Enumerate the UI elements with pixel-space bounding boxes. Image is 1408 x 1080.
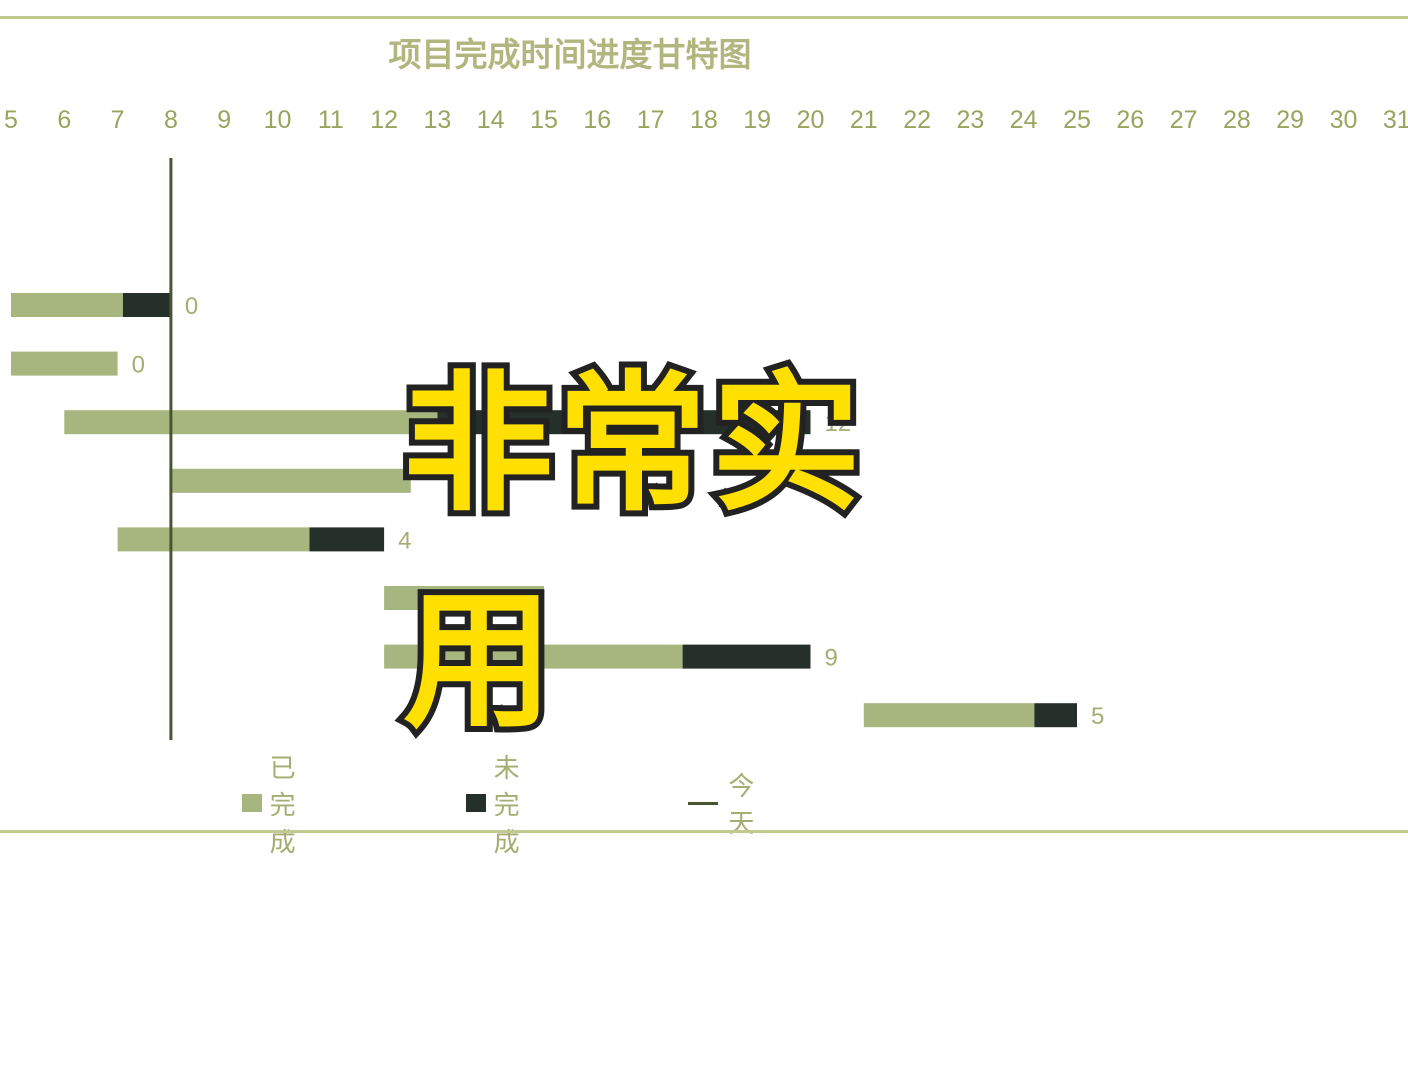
x-tick-label: 22 [903,106,931,134]
x-tick-label: 27 [1170,106,1198,134]
x-tick-label: 21 [850,106,878,134]
legend-swatch-done [242,794,262,812]
bar-remaining [1034,703,1077,728]
bar-value-label: 0 [185,293,198,320]
bar-done [384,586,544,610]
gantt-chart: 5 6 7 8 9 10 11 12 13 14 15 16 17 18 19 20 21 22 23 24 25 26 2… [4,106,1408,740]
bar-done [863,703,1035,728]
bar-labels: 0 0 12 4 9 5 [132,293,1105,730]
x-tick-label: 9 [217,106,231,134]
x-tick-label: 26 [1116,106,1144,134]
x-tick-label: 6 [57,106,71,134]
bar-done [384,644,683,669]
x-tick-label: 24 [1010,106,1038,134]
legend-label-done: 已完成 [269,753,296,858]
x-tick-label: 10 [264,106,292,134]
x-tick-label: 23 [956,106,984,134]
bottom-rule [0,830,1408,833]
x-tick-label: 13 [423,106,451,134]
x-tick-label: 5 [4,106,18,134]
x-tick-label: 15 [530,106,558,134]
bar-done [11,293,123,317]
bar-value-label: 5 [1091,703,1104,730]
bar-remaining [682,644,811,669]
x-tick-label: 31 [1383,106,1408,134]
x-axis-ticks: 5 6 7 8 9 10 11 12 13 14 15 16 17 18 19 20 21 22 23 24 25 26 2… [4,106,1408,134]
x-tick-label: 19 [743,106,771,134]
x-tick-label: 30 [1330,106,1358,134]
x-tick-label: 28 [1223,106,1251,134]
x-tick-label: 14 [477,106,505,134]
bar-done [117,527,310,552]
x-tick-label: 16 [583,106,611,134]
x-tick-label: 29 [1276,106,1304,134]
legend-item-today: 今天 [688,772,766,839]
x-tick-label: 7 [111,106,125,134]
bar-value-label: 0 [132,352,145,379]
overlay-caption: 非常实用 [397,352,867,755]
legend-line-today [688,801,719,805]
x-tick-label: 20 [797,106,825,134]
x-tick-label: 8 [164,106,178,134]
bar-value-label: 12 [825,410,852,437]
top-rule [0,16,1408,19]
x-tick-label: 12 [370,106,398,134]
x-tick-label: 18 [690,106,718,134]
x-tick-label: 11 [318,106,344,134]
bar-done [170,468,411,493]
bar-done [64,410,438,435]
x-tick-label: 17 [637,106,665,134]
legend-label-today: 今天 [728,772,755,839]
bar-value-label: 9 [825,645,838,672]
legend-label-remaining: 未完成 [493,753,520,858]
legend-swatch-remaining [466,794,486,812]
task-bars [11,293,1077,728]
bar-remaining [122,293,171,317]
legend-item-done: 已完成 [242,754,312,858]
bar-remaining [437,410,811,435]
bar-value-label: 4 [398,527,411,554]
bar-remaining [309,527,385,552]
chart-title: 项目完成时间进度甘特图 [388,35,752,74]
legend-item-remaining: 未完成 [466,754,536,858]
x-tick-label: 25 [1063,106,1091,134]
bar-done [11,351,118,376]
